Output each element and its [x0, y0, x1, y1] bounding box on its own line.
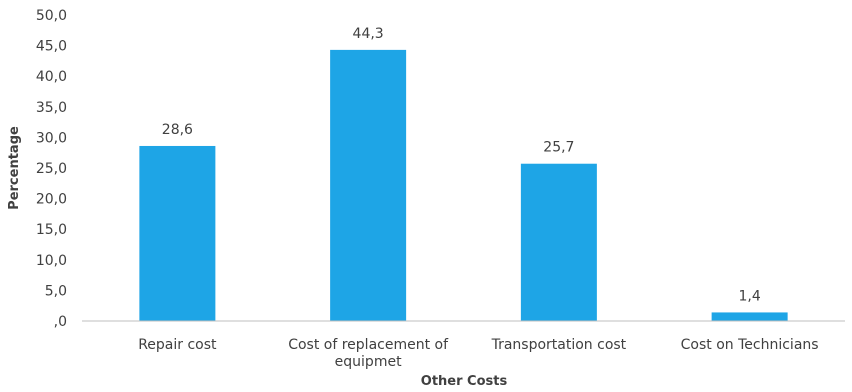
bar [139, 145, 216, 321]
bar-data-label: 44,3 [353, 26, 384, 42]
y-tick-label: 35,0 [36, 100, 67, 116]
y-tick-label: 10,0 [36, 253, 67, 269]
bar-data-label: 28,6 [162, 122, 193, 138]
x-category-label: Cost on Technicians [681, 337, 819, 353]
x-category-label: Cost of replacement of equipmet [288, 337, 449, 370]
data-labels: 28,6 44,3 25,7 1,4 [162, 26, 761, 305]
y-tick-label: 5,0 [45, 283, 67, 299]
x-axis-title: Other Costs [421, 374, 508, 389]
bar [711, 312, 788, 321]
y-tick-label: 15,0 [36, 222, 67, 238]
bars [139, 49, 788, 321]
bar-data-label: 1,4 [738, 288, 760, 304]
x-category-label: Transportation cost [491, 337, 627, 353]
y-tick-label: 30,0 [36, 130, 67, 146]
y-tick-label: 50,0 [36, 8, 67, 24]
bar-data-label: 25,7 [543, 140, 574, 156]
x-category-label: Repair cost [138, 337, 217, 353]
y-tick-label: 25,0 [36, 161, 67, 177]
x-axis-category-labels: Repair cost Cost of replacement of equipme… [138, 337, 818, 370]
y-tick-label: 20,0 [36, 192, 67, 208]
y-tick-label: 40,0 [36, 69, 67, 85]
bar [520, 163, 597, 321]
y-axis-ticks: ,0 5,0 10,0 15,0 20,0 25,0 30,0 35,0 40,0 45,0 50,… [36, 8, 67, 330]
bar [330, 49, 407, 321]
y-tick-label: 45,0 [36, 39, 67, 55]
y-tick-label: ,0 [54, 314, 67, 330]
y-axis-title: Percentage [7, 126, 22, 210]
